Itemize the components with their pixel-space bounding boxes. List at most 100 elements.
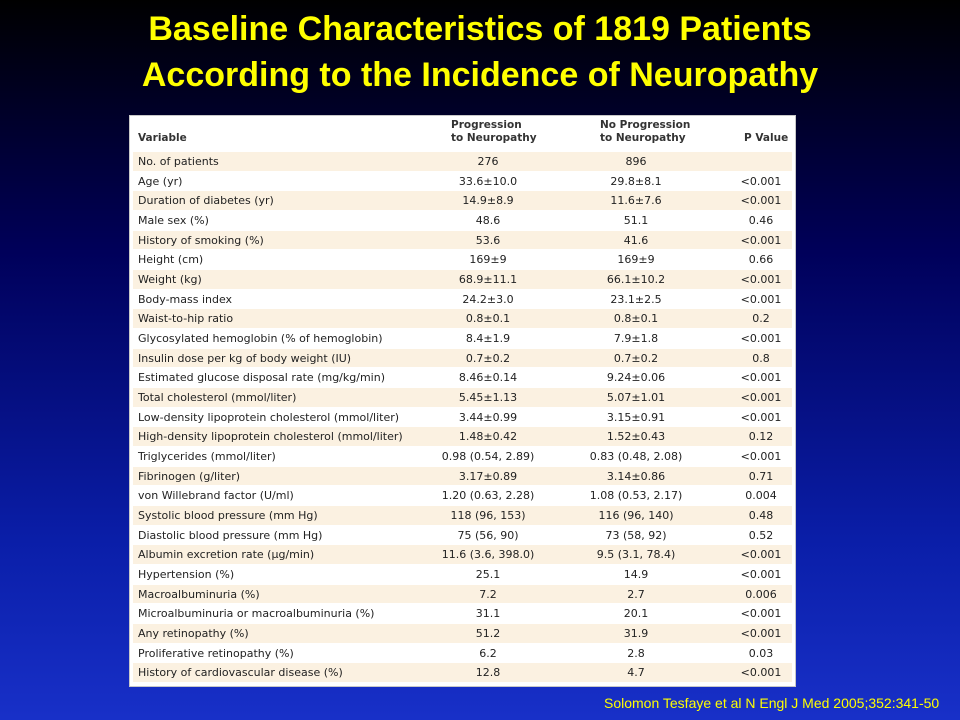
cell-p-value: 0.66 <box>748 253 774 267</box>
table-row: Microalbuminuria or macroalbuminuria (%)… <box>133 603 792 624</box>
slide-title: Baseline Characteristics of 1819 Patient… <box>0 6 960 98</box>
cell-p-value: 0.004 <box>745 489 777 503</box>
cell-no-progression: 2.7 <box>627 587 645 601</box>
cell-progression: 118 (96, 153) <box>450 509 526 523</box>
cell-no-progression: 169±9 <box>617 253 655 267</box>
cell-variable: Proliferative retinopathy (%) <box>138 646 294 660</box>
table-row: Albumin excretion rate (μg/min) 11.6 (3.6… <box>133 544 792 565</box>
cell-variable: History of smoking (%) <box>138 233 264 247</box>
cell-p-value: 0.52 <box>748 528 774 542</box>
cell-no-progression: 9.24±0.06 <box>606 371 666 385</box>
cell-variable: Hypertension (%) <box>138 568 235 582</box>
cell-variable: Total cholesterol (mmol/liter) <box>138 391 297 405</box>
cell-no-progression: 0.7±0.2 <box>613 351 659 365</box>
cell-no-progression: 5.07±1.01 <box>606 391 666 405</box>
header-variable: Variable <box>138 132 187 144</box>
cell-progression: 5.45±1.13 <box>458 391 518 405</box>
header-p-value: P Value <box>744 132 789 144</box>
table-row: Macroalbuminuria (%) 7.2 2.7 0.006 <box>133 583 792 604</box>
cell-no-progression: 7.9±1.8 <box>613 332 659 346</box>
cell-variable: Male sex (%) <box>138 214 209 228</box>
cell-variable: Low-density lipoprotein cholesterol (mmo… <box>138 410 400 424</box>
cell-progression: 12.8 <box>475 666 501 680</box>
cell-no-progression: 51.1 <box>623 214 649 228</box>
cell-variable: Macroalbuminuria (%) <box>138 587 260 601</box>
cell-no-progression: 1.08 (0.53, 2.17) <box>589 489 683 503</box>
cell-p-value: <0.001 <box>740 292 782 306</box>
cell-progression: 3.44±0.99 <box>458 410 518 424</box>
header-progression-line-2: to Neuropathy <box>451 132 537 144</box>
cell-progression: 48.6 <box>475 214 501 228</box>
cell-no-progression: 9.5 (3.1, 78.4) <box>596 548 676 562</box>
table-row: Fibrinogen (g/liter) 3.17±0.89 3.14±0.86 0.… <box>133 465 792 486</box>
cell-variable: Albumin excretion rate (μg/min) <box>138 548 315 562</box>
cell-p-value: <0.001 <box>740 627 782 641</box>
cell-progression: 0.8±0.1 <box>465 312 511 326</box>
cell-no-progression: 23.1±2.5 <box>610 292 662 306</box>
cell-p-value: 0.2 <box>752 312 770 326</box>
cell-progression: 68.9±11.1 <box>458 273 518 287</box>
cell-progression: 53.6 <box>475 233 501 247</box>
cell-variable: Age (yr) <box>138 174 183 188</box>
cell-progression: 24.2±3.0 <box>462 292 514 306</box>
cell-p-value: <0.001 <box>740 450 782 464</box>
cell-p-value: 0.46 <box>748 214 774 228</box>
table-row: Body-mass index 24.2±3.0 23.1±2.5 <0.001 <box>133 288 792 309</box>
title-line-2: According to the Incidence of Neuropathy <box>141 56 819 94</box>
cell-no-progression: 2.8 <box>627 646 645 660</box>
table-row: von Willebrand factor (U/ml) 1.20 (0.63, … <box>133 485 792 506</box>
cell-no-progression: 20.1 <box>623 607 649 621</box>
cell-progression: 7.2 <box>479 587 497 601</box>
header-progression: Progression to Neuropathy <box>451 119 576 145</box>
table-row: History of smoking (%) 53.6 41.6 <0.001 <box>133 229 792 250</box>
title-line-1: Baseline Characteristics of 1819 Patient… <box>148 10 812 48</box>
cell-variable: Any retinopathy (%) <box>138 627 249 641</box>
cell-no-progression: 116 (96, 140) <box>598 509 674 523</box>
cell-p-value: <0.001 <box>740 332 782 346</box>
cell-variable: Insulin dose per kg of body weight (IU) <box>138 351 352 365</box>
cell-variable: High-density lipoprotein cholesterol (mm… <box>138 430 403 444</box>
cell-variable: Height (cm) <box>138 253 204 267</box>
cell-progression: 276 <box>477 155 499 168</box>
cell-progression: 1.48±0.42 <box>458 430 518 444</box>
cell-no-progression: 14.9 <box>623 568 649 582</box>
table-body: No. of patients 276 896 Age (yr) 33.6±10.0 29… <box>133 151 792 683</box>
cell-p-value: <0.001 <box>740 194 782 208</box>
table-row: History of cardiovascular disease (%) 12.… <box>133 662 792 683</box>
table-header: Variable Progression to Neuropathy No Pr… <box>130 116 795 151</box>
table-row: Height (cm) 169±9 169±9 0.66 <box>133 249 792 270</box>
cell-no-progression: 3.15±0.91 <box>606 410 666 424</box>
header-no-progression-line-1: No Progression <box>600 119 691 131</box>
cell-variable: Duration of diabetes (yr) <box>138 194 274 208</box>
cell-variable: Weight (kg) <box>138 273 202 287</box>
cell-no-progression: 896 <box>625 155 647 168</box>
cell-p-value: <0.001 <box>740 568 782 582</box>
citation: Solomon Tesfaye et al N Engl J Med 2005;… <box>604 695 940 711</box>
cell-progression: 6.2 <box>479 646 497 660</box>
table-row: Estimated glucose disposal rate (mg/kg/m… <box>133 367 792 388</box>
cell-p-value: <0.001 <box>740 371 782 385</box>
cell-no-progression: 3.14±0.86 <box>606 469 666 483</box>
header-progression-line-1: Progression <box>451 119 522 131</box>
table-row: Low-density lipoprotein cholesterol (mmo… <box>133 406 792 427</box>
cell-no-progression: 41.6 <box>623 233 649 247</box>
cell-progression: 8.46±0.14 <box>458 371 518 385</box>
cell-p-value: 0.8 <box>752 351 770 365</box>
table-row: Age (yr) 33.6±10.0 29.8±8.1 <0.001 <box>133 170 792 191</box>
cell-no-progression: 29.8±8.1 <box>610 174 662 188</box>
cell-variable: von Willebrand factor (U/ml) <box>138 489 294 503</box>
cell-variable: Diastolic blood pressure (mm Hg) <box>138 528 323 542</box>
table-row: Triglycerides (mmol/liter) 0.98 (0.54, 2.… <box>133 446 792 466</box>
table-row: Duration of diabetes (yr) 14.9±8.9 11.6±7.… <box>133 190 792 211</box>
cell-variable: Estimated glucose disposal rate (mg/kg/m… <box>138 371 385 385</box>
cell-p-value: <0.001 <box>740 607 782 621</box>
cell-progression: 169±9 <box>469 253 507 267</box>
cell-no-progression: 0.83 (0.48, 2.08) <box>589 450 683 464</box>
table-row: Systolic blood pressure (mm Hg) 118 (96, … <box>133 505 792 525</box>
table-row: No. of patients 276 896 <box>133 151 792 171</box>
cell-progression: 8.4±1.9 <box>465 332 511 346</box>
cell-variable: Glycosylated hemoglobin (% of hemoglobin… <box>138 332 383 346</box>
cell-progression: 51.2 <box>475 627 501 641</box>
cell-p-value: 0.48 <box>748 509 774 523</box>
cell-no-progression: 0.8±0.1 <box>613 312 659 326</box>
